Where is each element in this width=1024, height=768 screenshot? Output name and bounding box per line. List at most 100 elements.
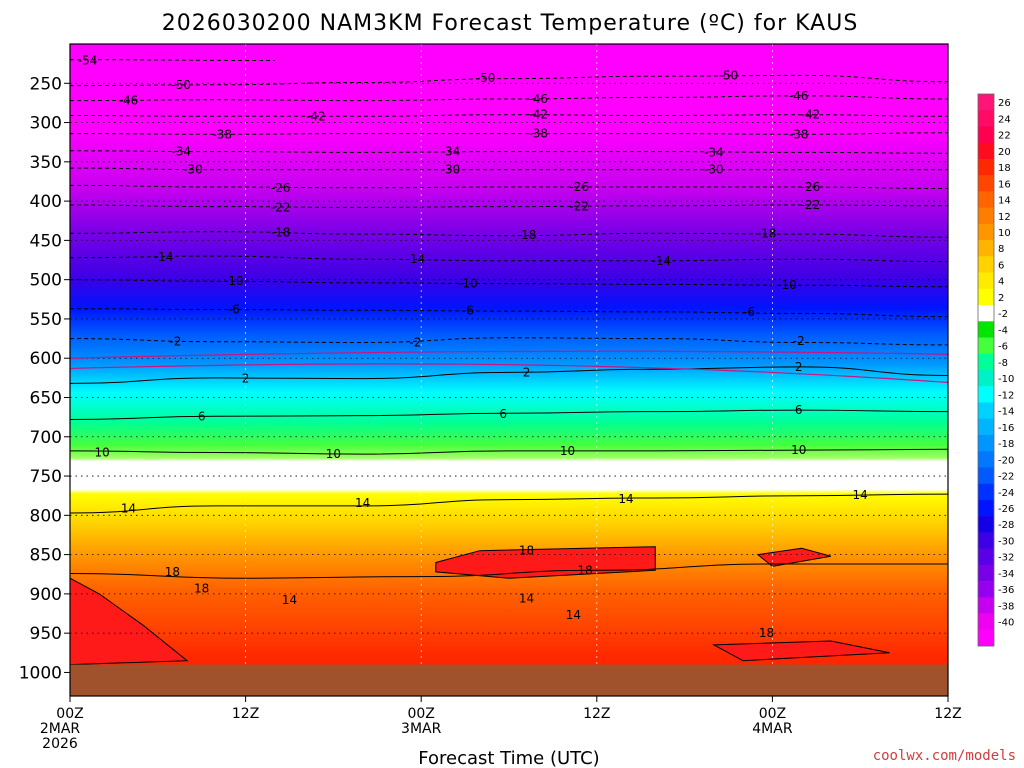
isotherm-label: -38	[528, 127, 548, 141]
colorbar-swatch	[978, 256, 994, 273]
isotherm-label: -14	[406, 252, 426, 266]
colorbar-swatch	[978, 272, 994, 290]
isotherm--46	[70, 95, 948, 102]
isotherm-label: 6	[499, 407, 507, 421]
colorbar-swatch	[978, 434, 994, 452]
isotherm-label: -34	[441, 145, 461, 159]
colorbar-label: 6	[998, 260, 1004, 271]
isotherm--54	[70, 59, 275, 61]
isotherm-label: 14	[355, 496, 370, 510]
isotherm-label: 10	[95, 445, 110, 459]
y-tick-label: 500	[30, 271, 62, 291]
isotherm-label: -30	[704, 163, 724, 177]
isotherm-label: -6	[228, 303, 240, 317]
isotherm--26	[70, 184, 948, 189]
colorbar-label: -6	[998, 342, 1008, 353]
isotherm-label: -18	[757, 226, 777, 240]
colorbar-label: -26	[998, 504, 1014, 515]
isotherm-label: 6	[795, 403, 803, 417]
colorbar-label: -12	[998, 390, 1014, 401]
colorbar-swatch	[978, 516, 994, 533]
isotherm-label: -18	[517, 228, 537, 242]
x-axis-label: Forecast Time (UTC)	[418, 748, 599, 768]
colorbar-swatch	[978, 581, 994, 598]
isotherm--2	[70, 337, 948, 346]
isotherm-label: 18	[519, 544, 534, 558]
isotherm-label: 10	[326, 447, 341, 461]
isotherm-label: 18	[165, 565, 180, 579]
colorbar-swatch	[978, 483, 994, 501]
colorbar-swatch	[978, 418, 994, 436]
isotherm-label: -42	[528, 108, 548, 122]
isotherm--14	[70, 255, 948, 263]
x-tick-label: 00Z 2MAR 2026	[40, 706, 84, 752]
isotherm-label: 2	[523, 365, 531, 379]
isotherm-label: -14	[651, 254, 671, 268]
isotherm-label: 6	[198, 409, 206, 423]
isotherm-0	[70, 350, 948, 359]
isotherm-label: 14	[121, 501, 136, 515]
colorbar-label: 18	[998, 163, 1011, 174]
colorbar-label: -36	[998, 585, 1014, 596]
colorbar-swatch	[978, 321, 994, 338]
isotherm-label: -54	[78, 53, 98, 67]
colorbar-label: -22	[998, 472, 1014, 483]
isotherm--6	[70, 308, 948, 318]
isotherm--30	[70, 167, 948, 171]
isotherm-label: -10	[777, 278, 797, 292]
colorbar-swatch	[978, 223, 994, 241]
colorbar-label: -40	[998, 618, 1014, 629]
isotherm-0	[70, 363, 948, 384]
colorbar-swatch	[978, 126, 994, 144]
isotherm-label: -18	[271, 226, 291, 240]
colorbar-label: 12	[998, 212, 1011, 223]
colorbar-label: 20	[998, 147, 1011, 158]
colorbar-swatch	[978, 353, 994, 371]
colorbar-swatch	[978, 386, 994, 403]
x-tick-label: 12Z	[934, 706, 961, 722]
colorbar-swatch	[978, 402, 994, 420]
isotherm-label: 2	[795, 360, 803, 374]
isotherm-label: -42	[306, 109, 326, 123]
colorbar-swatch	[978, 288, 994, 306]
credit-text[interactable]: coolwx.com/models	[873, 748, 1016, 764]
colorbar-label: -4	[998, 325, 1008, 336]
colorbar-swatch	[978, 548, 994, 566]
isotherm--22	[70, 204, 948, 208]
x-tick-label: 12Z	[583, 706, 610, 722]
warm-region	[756, 547, 832, 567]
colorbar-label: 2	[998, 293, 1004, 304]
colorbar-swatch	[978, 564, 994, 582]
isotherm-label: -22	[271, 200, 291, 214]
isotherm-label: -38	[789, 127, 809, 141]
colorbar-swatch	[978, 175, 994, 192]
warm-region	[70, 577, 189, 666]
isotherm-label: -50	[476, 71, 496, 85]
colorbar-label: -10	[998, 374, 1014, 385]
colorbar-label: -2	[998, 309, 1008, 320]
isotherm-label: -6	[743, 305, 755, 319]
colorbar-swatch	[978, 451, 994, 468]
colorbar-label: 24	[998, 114, 1011, 125]
colorbar-label: 14	[998, 196, 1011, 207]
colorbar-label: -34	[998, 569, 1014, 580]
colorbar-frame	[977, 93, 995, 647]
isotherm-label: 18	[577, 563, 592, 577]
colorbar-label: -20	[998, 455, 1014, 466]
y-tick-label: 750	[30, 467, 62, 487]
colorbar-label: 8	[998, 244, 1004, 255]
isotherm-label: 18	[759, 626, 774, 640]
y-tick-label: 350	[30, 153, 62, 173]
isotherm-label: -6	[462, 303, 474, 317]
colorbar-swatch	[978, 94, 994, 111]
isotherm-label: -10	[224, 274, 244, 288]
temperature-field	[70, 44, 948, 696]
y-tick-label: 450	[30, 231, 62, 251]
y-tick-label: 700	[30, 428, 62, 448]
isotherm--34	[70, 150, 948, 154]
isotherm-label: -46	[119, 94, 139, 108]
colorbar-swatch	[978, 191, 994, 208]
y-tick-label: 250	[30, 74, 62, 94]
x-tick-label: 00Z 3MAR	[401, 706, 442, 737]
